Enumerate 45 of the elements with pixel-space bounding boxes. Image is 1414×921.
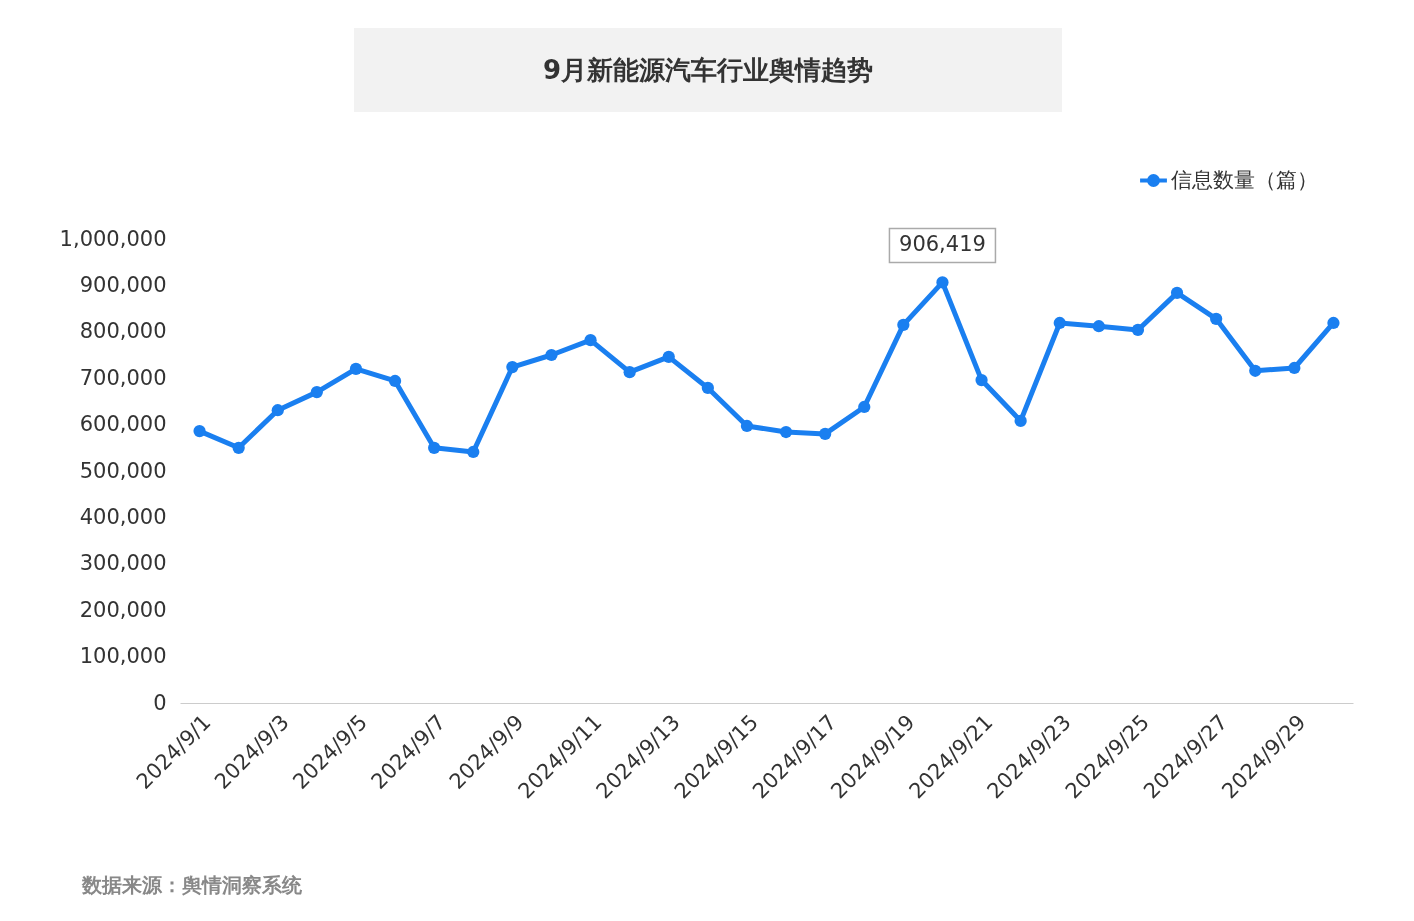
- y-tick-label: 400,000: [79, 504, 167, 529]
- point: [1092, 320, 1105, 333]
- y-tick-label: 100,000: [79, 644, 167, 669]
- point: [232, 441, 245, 454]
- point: [897, 318, 910, 331]
- point: [584, 334, 597, 347]
- chart-title: 9月新能源汽车行业舆情趋势: [354, 28, 1062, 112]
- point: [1131, 323, 1145, 337]
- point: [740, 419, 754, 433]
- point: [819, 427, 832, 440]
- source-note: 数据来源：舆情洞察系统: [82, 872, 302, 899]
- point: [310, 386, 323, 399]
- point: [1170, 286, 1184, 299]
- point: [975, 373, 988, 387]
- y-tick-label: 200,000: [79, 597, 167, 622]
- point: [662, 350, 675, 363]
- point: [1014, 414, 1027, 427]
- point: [467, 445, 480, 459]
- y-tick-label: 700,000: [79, 365, 167, 390]
- point: [271, 404, 284, 417]
- point: [779, 425, 793, 439]
- point: [1288, 361, 1301, 375]
- point: [1249, 364, 1262, 377]
- point: [1053, 316, 1066, 330]
- y-tick-label: 1,000,000: [59, 226, 167, 251]
- point: [388, 374, 402, 388]
- y-tick-label: 0: [153, 690, 167, 715]
- legend-label: 信息数量（篇）: [1171, 167, 1318, 192]
- point: [506, 360, 519, 374]
- y-tick-label: 500,000: [79, 458, 167, 483]
- y-tick-label: 600,000: [79, 412, 167, 437]
- point: [428, 441, 441, 454]
- point: [193, 424, 206, 438]
- point: [1327, 316, 1340, 330]
- point: [623, 366, 636, 379]
- point: [349, 362, 363, 376]
- point: [858, 400, 871, 414]
- y-tick-label: 800,000: [79, 319, 167, 344]
- annotation: 906,419: [899, 232, 986, 257]
- point: [1210, 312, 1223, 325]
- point: [701, 381, 714, 395]
- y-tick-label: 900,000: [79, 272, 167, 297]
- point: [936, 276, 949, 289]
- y-tick-label: 300,000: [79, 551, 167, 576]
- point: [545, 348, 558, 362]
